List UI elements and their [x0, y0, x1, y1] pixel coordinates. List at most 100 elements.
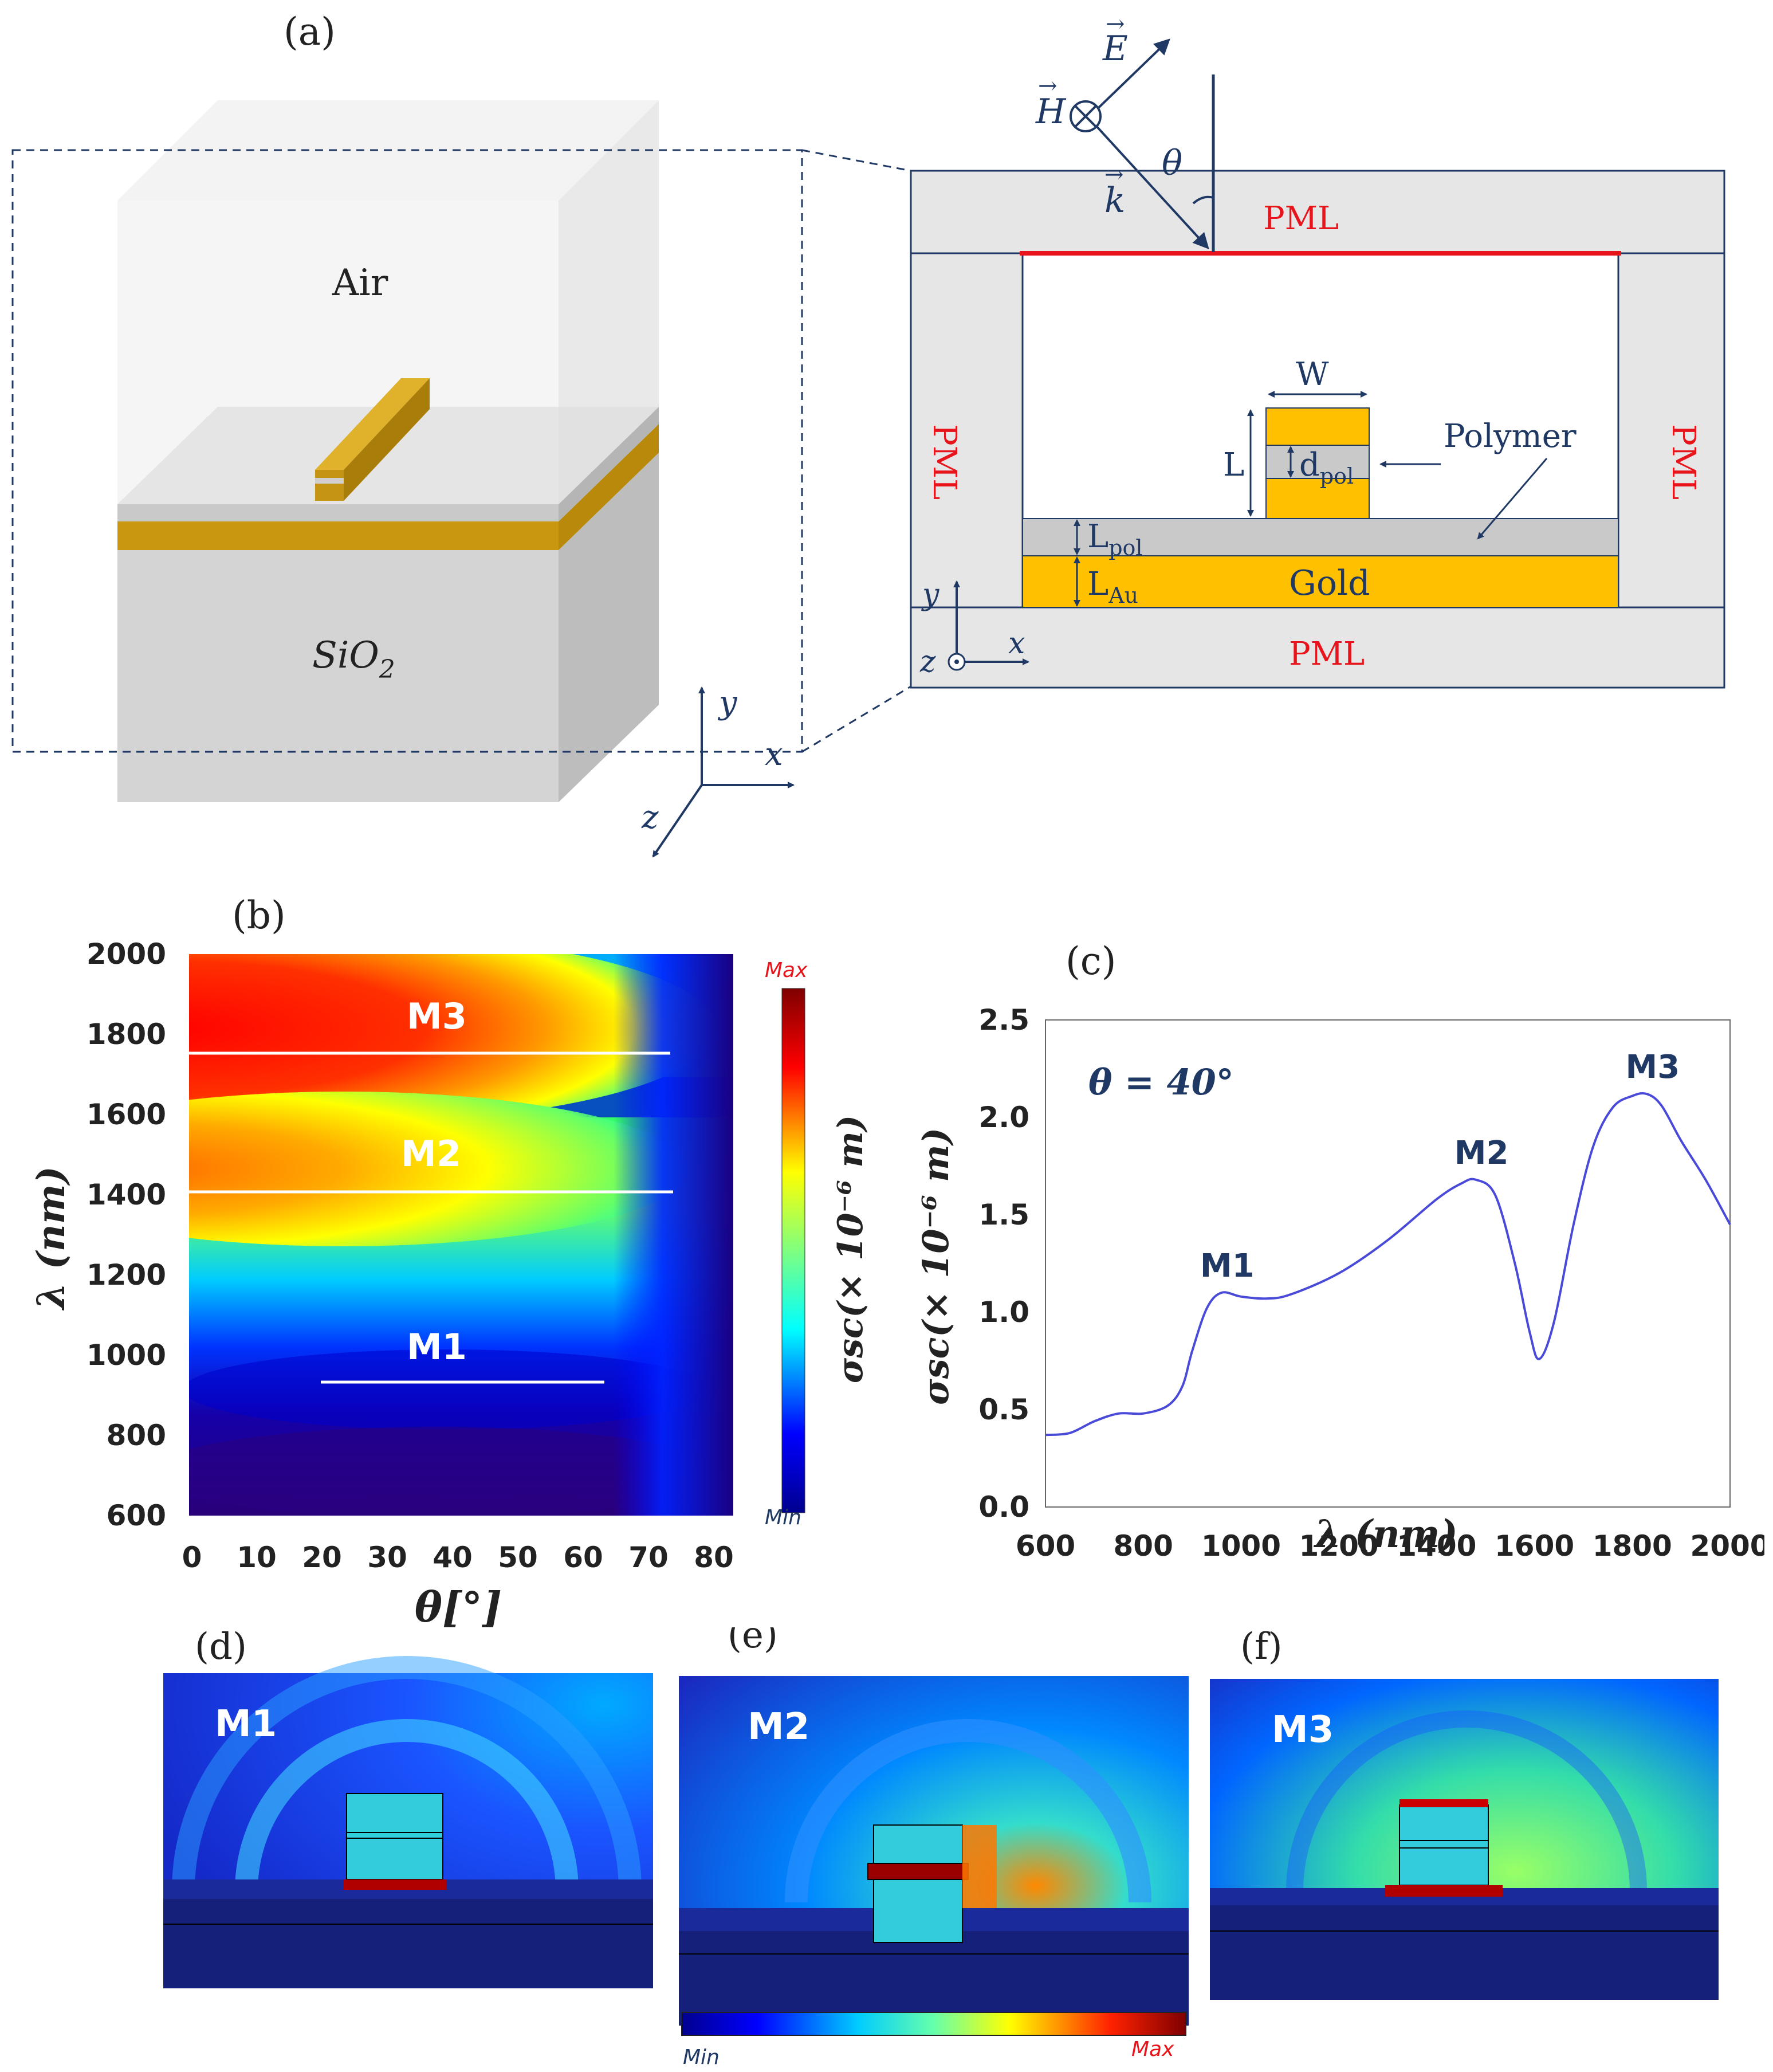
- axis-z-label: z: [641, 799, 659, 836]
- mode-annotation: M1: [1200, 1247, 1255, 1285]
- pml-bottom-label: PML: [1289, 635, 1365, 673]
- theta-label: θ: [1162, 143, 1182, 183]
- air-label: Air: [332, 262, 388, 304]
- line-chart-title: θ = 40°: [1088, 1061, 1234, 1103]
- x-tick: 60: [563, 1541, 603, 1574]
- field-map-e: [679, 1676, 1189, 2026]
- colorbar-quantity-label: σsc(× 10⁻⁶ m): [831, 1115, 871, 1383]
- colorbar-max-label: Max: [765, 959, 808, 982]
- field-maps: M1 (d) M2 (e) M3 (f): [0, 1627, 1773, 2072]
- 3d-axes: [652, 686, 795, 858]
- mode-label-m2: M2: [401, 1133, 461, 1175]
- line-y-ticks: 0.0 0.5 1.0 1.5 2.0 2.5: [978, 1003, 1029, 1524]
- mode-annotation: M3: [1626, 1049, 1680, 1086]
- LAu-label: LAu: [1087, 566, 1138, 608]
- mode-annotations: M1 M2 M3: [1200, 1049, 1680, 1285]
- heatmap-colorbar: [781, 988, 805, 1513]
- mode-label-m3: M3: [407, 995, 467, 1037]
- line-x-label: λ (nm): [1313, 1512, 1458, 1556]
- x-tick: 1600: [1495, 1529, 1574, 1559]
- y-tick: 1200: [87, 1258, 166, 1292]
- x-tick: 1800: [1593, 1529, 1672, 1559]
- y-tick: 1.0: [978, 1296, 1029, 1329]
- field-map-f: [1210, 1679, 1719, 2000]
- dpol-label: dpol: [1299, 446, 1354, 489]
- heatmap: [189, 954, 733, 1516]
- pml-top-label: PML: [1263, 200, 1339, 237]
- x-tick: 10: [237, 1541, 277, 1574]
- xs-axis-z-label: z: [919, 645, 936, 679]
- y-tick: 2000: [87, 937, 166, 971]
- axis-x-label: x: [765, 736, 783, 773]
- axis-y-label: y: [717, 684, 738, 721]
- field-map-d: [163, 1656, 653, 1988]
- L-label: L: [1223, 446, 1244, 484]
- map-f-mode-label: M3: [1272, 1709, 1334, 1751]
- E-vec-arrow: →: [1106, 11, 1125, 37]
- x-tick: 80: [694, 1541, 734, 1574]
- panel-a: Air SiO2 y x z: [0, 0, 1773, 871]
- heatmap-x-ticks: 0 10 20 30 40 50 60 70 80: [182, 1541, 734, 1574]
- plot-frame: [1045, 1019, 1731, 1508]
- mode-label-m1: M1: [407, 1326, 467, 1368]
- x-tick: 1200: [1299, 1529, 1379, 1559]
- sio2-label: SiO2: [312, 634, 395, 684]
- 3d-substrate-block: [117, 100, 659, 802]
- y-tick: 1000: [87, 1339, 166, 1372]
- Lpol-label: Lpol: [1087, 518, 1143, 560]
- heatmap-y-label: λ (nm): [29, 1166, 73, 1311]
- line-x-ticks: 600 800 1000 1200 1400 1600 1800 2000: [1016, 1529, 1764, 1559]
- x-tick: 20: [302, 1541, 342, 1574]
- x-tick: 1000: [1201, 1529, 1281, 1559]
- heatmap-x-label: θ[°]: [415, 1583, 502, 1631]
- field-colorbar-max: Max: [1131, 2038, 1174, 2061]
- pml-right-label: PML: [1665, 424, 1702, 500]
- field-colorbar: [681, 2012, 1186, 2036]
- gold-nanobar: [315, 378, 430, 501]
- panel-c: 0.0 0.5 1.0 1.5 2.0 2.5 600 800 1000 1200 1400 160…: [905, 928, 1764, 1559]
- section-box: [11, 149, 803, 753]
- H-label: H: [1035, 92, 1067, 132]
- y-tick: 1600: [87, 1098, 166, 1131]
- xs-axis-y-label: y: [921, 578, 939, 612]
- panel-e-label: (e): [728, 1627, 778, 1657]
- polymer-label: Polymer: [1444, 418, 1577, 455]
- polymer-arrow-2: [1477, 458, 1548, 540]
- colorbar-min-label: Min: [765, 1506, 801, 1529]
- panel-c-label: (c): [1066, 939, 1116, 983]
- panel-b-label: (b): [232, 893, 286, 937]
- gold-label: Gold: [1289, 563, 1370, 603]
- x-tick: 50: [498, 1541, 538, 1574]
- panel-f-label: (f): [1240, 1627, 1283, 1668]
- panel-a-label: (a): [284, 10, 336, 54]
- k-vec-arrow: →: [1104, 162, 1124, 188]
- x-tick: 800: [1114, 1529, 1173, 1559]
- x-tick: 40: [433, 1541, 473, 1574]
- panel-b: M3 M2 M1 2000 1800 1600 1400 1200 1000 8…: [0, 882, 882, 1639]
- H-vec-arrow: →: [1038, 73, 1057, 99]
- x-tick: 600: [1016, 1529, 1075, 1559]
- y-tick: 0.0: [978, 1490, 1029, 1524]
- x-tick: 0: [182, 1541, 202, 1574]
- x-tick: 70: [628, 1541, 669, 1574]
- panel-d-label: (d): [195, 1627, 247, 1668]
- incident-wave: [1070, 38, 1215, 252]
- mode-annotation: M2: [1454, 1135, 1509, 1172]
- heatmap-y-ticks: 2000 1800 1600 1400 1200 1000 800 600: [87, 937, 166, 1532]
- y-tick: 1800: [87, 1018, 166, 1051]
- y-tick: 2.0: [978, 1101, 1029, 1134]
- sigma-sc-series-line: [1045, 1092, 1731, 1437]
- line-y-label: σsc(× 10⁻⁶ m): [915, 1128, 957, 1405]
- x-tick: 2000: [1690, 1529, 1764, 1559]
- y-tick: 2.5: [978, 1003, 1029, 1037]
- xs-axes: [948, 580, 1029, 671]
- cross-section: [910, 170, 1725, 689]
- W-label: W: [1296, 356, 1329, 393]
- k-label: k: [1104, 180, 1125, 221]
- y-tick: 1.5: [978, 1198, 1029, 1231]
- E-label: E: [1102, 29, 1128, 69]
- y-tick: 1400: [87, 1178, 166, 1211]
- x-tick: 1400: [1397, 1529, 1476, 1559]
- y-tick: 0.5: [978, 1393, 1029, 1426]
- x-tick: 30: [367, 1541, 407, 1574]
